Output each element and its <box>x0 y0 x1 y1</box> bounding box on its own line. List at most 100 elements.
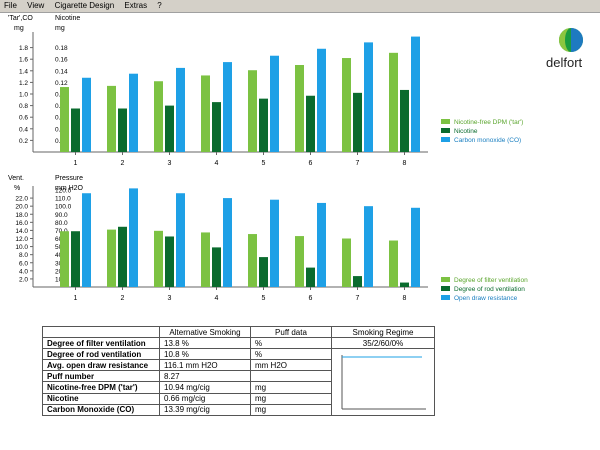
x-tick-label: 2 <box>121 160 125 167</box>
menu-bar: File View Cigarette Design Extras ? <box>0 0 600 13</box>
bar <box>342 58 351 152</box>
emissions-chart: 'Tar',CO mg Nicotine mg 0.2 0.4 0.6 0.8 1.0 1.2 1.… <box>8 15 523 167</box>
bar <box>107 85 116 152</box>
bar <box>411 207 420 287</box>
bar <box>364 206 373 287</box>
left-tick-label: 1.2 <box>19 80 28 87</box>
bar <box>118 226 127 287</box>
header-smoking-regime: Smoking Regime <box>331 326 435 338</box>
bar <box>259 257 268 287</box>
table-row: Degree of filter ventilation 13.8 % % 35… <box>42 337 435 349</box>
row-value: 10.8 % <box>159 347 251 361</box>
bar <box>82 193 91 287</box>
table-row: Nicotine-free DPM ('tar') 10.94 mg/cig m… <box>42 381 435 394</box>
x-tick-label: 6 <box>309 160 313 167</box>
table-row: Puff number 8.27 <box>42 370 435 383</box>
bar <box>270 199 279 287</box>
right-tick-label: 0.14 <box>55 68 68 75</box>
x-tick-label: 2 <box>121 295 125 302</box>
right-tick-label: 100.0 <box>55 204 72 211</box>
menu-extras[interactable]: Extras <box>124 1 148 10</box>
menu-help[interactable]: ? <box>157 1 162 10</box>
left-tick-label: 10.0 <box>15 244 28 251</box>
menu-cigarette-design[interactable]: Cigarette Design <box>54 1 115 10</box>
bar <box>107 229 116 287</box>
row-puff <box>250 370 332 383</box>
bar <box>60 231 69 287</box>
x-tick-label: 1 <box>74 295 78 302</box>
row-puff: mg <box>250 381 332 394</box>
bar <box>248 70 257 152</box>
x-tick-label: 1 <box>74 160 78 167</box>
x-tick-label: 4 <box>215 160 219 167</box>
row-label: Degree of filter ventilation <box>42 337 160 349</box>
legend-swatch <box>441 119 450 124</box>
row-value: 10.94 mg/cig <box>159 381 251 394</box>
bar <box>60 87 69 152</box>
right-tick-label: 120.0 <box>55 188 72 195</box>
row-value: 8.27 <box>159 370 251 383</box>
brand-name: delfort <box>546 55 583 70</box>
bar <box>259 98 268 152</box>
bar <box>223 62 232 152</box>
bar <box>212 247 221 287</box>
row-label: Avg. open draw resistance <box>42 359 160 372</box>
left-tick-label: 22.0 <box>15 196 28 203</box>
table-header-row: Alternative Smoking Puff data Smoking Re… <box>42 326 435 338</box>
bar <box>353 276 362 287</box>
left-tick-label: 18.0 <box>15 212 28 219</box>
row-label: Nicotine <box>42 392 160 405</box>
bar <box>201 232 210 287</box>
header-blank <box>42 326 160 338</box>
header-puff-data: Puff data <box>250 326 332 338</box>
row-value: 13.39 mg/cig <box>159 403 251 417</box>
legend-swatch <box>441 286 450 291</box>
bar <box>389 52 398 152</box>
legend-label: Nicotine-free DPM ('tar') <box>454 119 523 126</box>
table-row: Carbon Monoxide (CO) 13.39 mg/cig mg <box>42 403 435 417</box>
menu-view[interactable]: View <box>27 1 45 10</box>
row-value: 13.8 % <box>159 337 251 349</box>
bar <box>317 48 326 153</box>
menu-file[interactable]: File <box>4 1 17 10</box>
row-label: Nicotine-free DPM ('tar') <box>42 381 160 394</box>
x-tick-label: 8 <box>403 160 407 167</box>
right-tick-label: 80.0 <box>55 220 68 227</box>
bar <box>411 36 420 152</box>
bar <box>154 230 163 287</box>
bar <box>129 188 138 287</box>
bar <box>389 240 398 287</box>
left-tick-label: 12.0 <box>15 236 28 243</box>
row-label: Degree of rod ventilation <box>42 347 160 361</box>
left-tick-label: 8.0 <box>19 252 28 259</box>
regime-graph <box>331 348 435 416</box>
row-value: 116.1 mm H2O <box>159 359 251 372</box>
table-row: Degree of rod ventilation 10.8 % % <box>42 347 435 416</box>
left-axis-unit: mg <box>14 25 24 32</box>
right-axis-unit: mm H2O <box>55 185 84 192</box>
bar <box>176 67 185 152</box>
right-axis-title: Nicotine <box>55 15 80 22</box>
bar <box>129 73 138 152</box>
bar <box>71 231 80 287</box>
left-tick-label: 4.0 <box>19 268 28 275</box>
legend-swatch <box>441 128 450 133</box>
left-tick-label: 2.0 <box>19 276 28 283</box>
left-tick-label: 1.0 <box>19 92 28 99</box>
x-tick-label: 4 <box>215 295 219 302</box>
table-row: Nicotine 0.66 mg/cig mg <box>42 392 435 405</box>
summary-table-wrap: Alternative Smoking Puff data Smoking Re… <box>42 326 435 417</box>
right-axis-unit: mg <box>55 25 65 32</box>
bar <box>342 238 351 287</box>
bar <box>306 95 315 152</box>
x-tick-label: 7 <box>356 160 360 167</box>
row-puff: % <box>250 337 332 349</box>
header-alternative-smoking: Alternative Smoking <box>159 326 251 338</box>
left-tick-label: 1.8 <box>19 45 28 52</box>
bar <box>176 193 185 287</box>
right-tick-label: 110.0 <box>55 196 71 203</box>
x-tick-label: 5 <box>262 295 266 302</box>
bar <box>317 202 326 287</box>
row-puff: mm H2O <box>250 359 332 372</box>
left-tick-label: 6.0 <box>19 260 28 267</box>
